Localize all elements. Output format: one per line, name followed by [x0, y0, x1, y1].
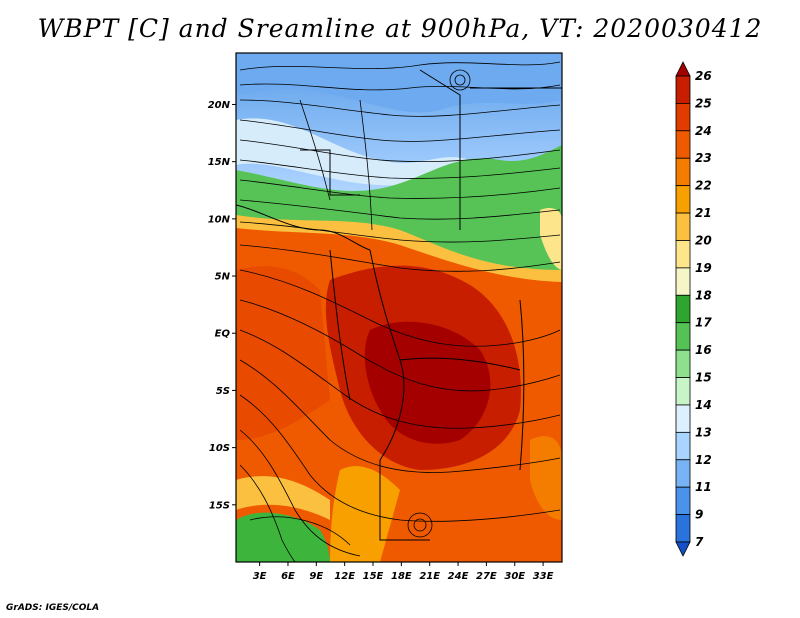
- colorbar-swatch: [675, 514, 691, 543]
- colorbar-swatch: [675, 349, 691, 378]
- colorbar-label: 21: [695, 206, 712, 220]
- colorbar-swatch: [675, 486, 691, 515]
- colorbar-label: 22: [695, 179, 712, 193]
- colorbar-label: 23: [695, 151, 712, 165]
- colorbar-top-arrow: [675, 61, 691, 77]
- colorbar-label: 15: [695, 371, 712, 385]
- lat-label: 5S: [216, 386, 230, 397]
- colorbar-label: 9: [695, 508, 703, 522]
- colorbar-bottom-arrow: [675, 541, 691, 557]
- colorbar-swatch: [675, 185, 691, 214]
- lat-label: EQ: [215, 329, 231, 340]
- colorbar-swatch: [675, 431, 691, 461]
- colorbar-swatch: [675, 459, 691, 488]
- lat-label: 10S: [209, 443, 230, 454]
- colorbar-label: 18: [695, 288, 712, 302]
- grads-credit: GrADS: IGES/COLA: [6, 603, 100, 613]
- lat-label: 20N: [208, 100, 231, 111]
- lat-label: 10N: [208, 214, 231, 225]
- lat-label: 15N: [208, 157, 231, 168]
- lon-label: 24E: [448, 571, 469, 582]
- colorbar-label: 17: [695, 316, 712, 330]
- lon-label: 3E: [253, 571, 267, 582]
- colorbar-swatch: [675, 322, 691, 351]
- colorbar-swatch: [675, 404, 691, 433]
- streamlines: [239, 61, 561, 562]
- colorbar-label: 26: [695, 69, 712, 83]
- colorbar-swatch: [675, 240, 691, 269]
- colorbar-swatch: [675, 75, 691, 104]
- colorbar-swatch: [675, 103, 691, 132]
- wbpt-field: [236, 53, 562, 562]
- colorbar: 26 25 24 23 22 21 20 19 18 17 16 15 14 13 12 11 9 7: [675, 61, 712, 557]
- colorbar-label: 24: [695, 124, 712, 138]
- lon-label: 27E: [476, 571, 497, 582]
- lon-label: 21E: [419, 571, 440, 582]
- colorbar-swatch: [675, 157, 691, 187]
- colorbar-label: 19: [695, 261, 712, 275]
- colorbar-swatch: [675, 294, 691, 324]
- colorbar-label: 25: [695, 96, 712, 110]
- lon-label: 18E: [391, 571, 412, 582]
- map-frame: [235, 52, 563, 563]
- lon-label: 9E: [309, 571, 323, 582]
- lon-label: 33E: [533, 571, 554, 582]
- colorbar-swatch: [675, 377, 691, 406]
- lat-label: 5N: [215, 272, 231, 283]
- latitude-axis: 20N 15N 10N 5N EQ 5S 10S 15S: [208, 100, 236, 511]
- colorbar-label: 16: [695, 343, 712, 357]
- colorbar-label: 20: [695, 233, 712, 247]
- longitude-axis: 3E 6E 9E 12E 15E 18E 21E 24E 27E 30E 33E: [253, 562, 554, 582]
- colorbar-label: 7: [695, 535, 704, 549]
- colorbar-label: 12: [695, 453, 712, 467]
- lon-label: 12E: [334, 571, 355, 582]
- country-borders: [236, 69, 562, 541]
- colorbar-label: 11: [695, 480, 712, 494]
- lon-label: 30E: [504, 571, 525, 582]
- colorbar-label: 14: [695, 398, 712, 412]
- lon-label: 6E: [281, 571, 295, 582]
- colorbar-swatch: [675, 267, 691, 296]
- lon-label: 15E: [363, 571, 384, 582]
- map-title: WBPT [C] and Sreamline at 900hPa, VT: 20…: [37, 14, 763, 43]
- colorbar-swatch: [675, 212, 691, 241]
- lat-label: 15S: [209, 500, 230, 511]
- colorbar-swatch: [675, 130, 691, 159]
- colorbar-label: 13: [695, 425, 712, 439]
